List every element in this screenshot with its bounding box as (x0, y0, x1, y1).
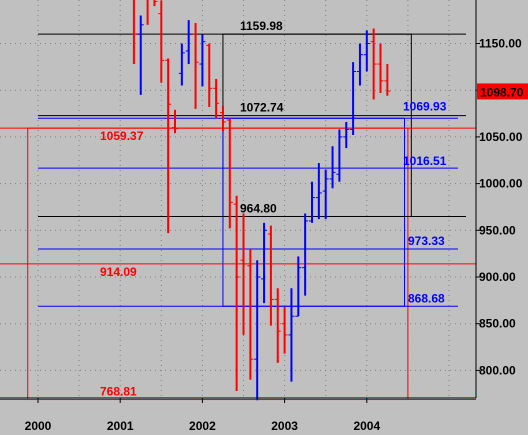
ohlc-bar (274, 288, 281, 363)
ohlc-bar (185, 20, 192, 65)
fib-boxes (0, 33, 476, 401)
ohlc-bar (288, 288, 295, 382)
ohlc-bar (233, 195, 240, 391)
level-label: 1159.98 (240, 19, 283, 33)
x-tick-label: 2000 (25, 419, 52, 433)
ohlc-bar (172, 109, 178, 134)
level-label: 1072.74 (240, 101, 284, 115)
level-labels: 1159.98 1072.74 964.80 1069.93 1016.51 973.33… (100, 19, 447, 398)
ohlc-bar (165, 58, 172, 234)
ohlc-bar (295, 256, 302, 317)
ohlc-bar (158, 0, 165, 83)
level-label: 914.09 (100, 265, 137, 279)
ohlc-bar (178, 43, 185, 86)
ohlc-bar (329, 146, 336, 189)
ohlc-bar (137, 15, 144, 95)
y-tick-label: 900.00 (479, 270, 516, 284)
last-price-box (477, 83, 528, 100)
level-label: 1016.51 (403, 154, 447, 168)
x-tick-label: 2001 (107, 419, 134, 433)
ohlc-bar (267, 225, 274, 326)
ohlc-bar (309, 181, 315, 223)
ohlc-bar (254, 260, 261, 401)
ohlc-bar (240, 213, 247, 335)
ohlc-bar (206, 43, 213, 108)
ohlc-bar (199, 34, 206, 87)
ohlc-bar (302, 213, 309, 296)
y-tick-label: 800.00 (479, 363, 516, 377)
level-label: 1069.93 (403, 99, 447, 113)
x-tick-label: 2004 (353, 419, 380, 433)
ohlc-bar (363, 30, 370, 72)
ohlc-bar (281, 306, 288, 354)
y-tick-label: 1000.00 (479, 177, 523, 191)
level-label: 973.33 (408, 234, 445, 248)
ohlc-bar (315, 163, 322, 220)
ohlc-bar (192, 22, 199, 109)
level-label: 1059.37 (100, 129, 144, 143)
ohlc-bar (322, 169, 329, 220)
y-tick-label: 1150.00 (479, 37, 522, 51)
ohlc-bar (153, 0, 158, 7)
level-label: 768.81 (100, 385, 137, 399)
level-label: 868.68 (408, 291, 445, 305)
ohlc-bar (350, 62, 357, 136)
y-tick-label: 1050.00 (479, 130, 523, 144)
last-price-tag: 1098.70 (477, 83, 528, 100)
ohlc-bar (219, 106, 226, 132)
ohlc-bar (261, 222, 268, 304)
ohlc-bar (384, 64, 391, 96)
ohlc-bar (370, 28, 377, 100)
ohlc-bar (213, 78, 220, 119)
x-tick-label: 2003 (271, 419, 298, 433)
y-tick-label: 850.00 (479, 317, 516, 331)
ohlc-bar (226, 118, 233, 229)
ohlc-bar (146, 0, 149, 25)
level-label: 964.80 (240, 201, 277, 215)
ohlc-bar (132, 0, 137, 65)
ohlc-bar (343, 121, 350, 149)
ohlc-bars (132, 0, 391, 401)
y-tick-label: 950.00 (479, 223, 516, 237)
ohlc-bar (336, 129, 343, 182)
ohlc-bar (377, 43, 384, 94)
ohlc-bar (356, 43, 363, 86)
last-price-label: 1098.70 (480, 85, 524, 99)
x-tick-label: 2002 (189, 419, 216, 433)
ohlc-bar (247, 248, 254, 380)
